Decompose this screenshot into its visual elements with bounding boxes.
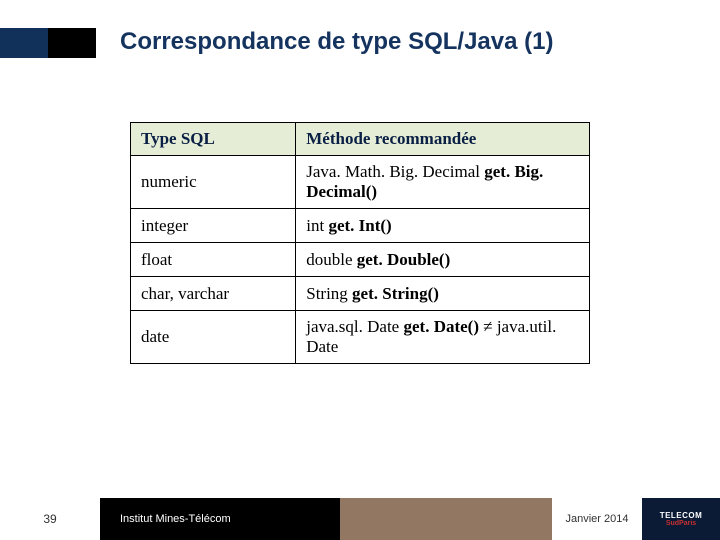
cell-method: java.sql. Date get. Date() ≠ java.util. … — [296, 311, 590, 364]
table-row: float double get. Double() — [131, 243, 590, 277]
table-row: date java.sql. Date get. Date() ≠ java.u… — [131, 311, 590, 364]
header-sql: Type SQL — [131, 123, 296, 156]
footer-org-text: Institut Mines-Télécom — [120, 513, 231, 525]
footer-bar: 39 Institut Mines-Télécom Janvier 2014 T… — [0, 498, 720, 540]
type-mapping-table-wrap: Type SQL Méthode recommandée numeric Jav… — [130, 122, 590, 364]
telecom-logo: TELECOM SudParis — [642, 498, 720, 540]
header-method: Méthode recommandée — [296, 123, 590, 156]
table-row: integer int get. Int() — [131, 209, 590, 243]
type-mapping-table: Type SQL Méthode recommandée numeric Jav… — [130, 122, 590, 364]
logo-bottom-text: SudParis — [666, 520, 696, 527]
footer-date: Janvier 2014 — [552, 498, 642, 540]
cell-method: Java. Math. Big. Decimal get. Big. Decim… — [296, 156, 590, 209]
cell-sql: integer — [131, 209, 296, 243]
page-number: 39 — [0, 498, 100, 540]
cell-sql: date — [131, 311, 296, 364]
page-title: Correspondance de type SQL/Java (1) — [120, 28, 553, 56]
logo-top-text: TELECOM — [660, 511, 703, 520]
cell-method: double get. Double() — [296, 243, 590, 277]
cell-method: String get. String() — [296, 277, 590, 311]
table-header-row: Type SQL Méthode recommandée — [131, 123, 590, 156]
table-row: numeric Java. Math. Big. Decimal get. Bi… — [131, 156, 590, 209]
cell-sql: numeric — [131, 156, 296, 209]
footer-brown-block — [340, 498, 552, 540]
top-accent — [0, 28, 96, 58]
cell-sql: char, varchar — [131, 277, 296, 311]
accent-black-block — [48, 28, 96, 58]
footer-org-block: Institut Mines-Télécom — [100, 498, 340, 540]
accent-navy-block — [0, 28, 48, 58]
cell-method: int get. Int() — [296, 209, 590, 243]
slide: Correspondance de type SQL/Java (1) Type… — [0, 0, 720, 540]
table-row: char, varchar String get. String() — [131, 277, 590, 311]
cell-sql: float — [131, 243, 296, 277]
